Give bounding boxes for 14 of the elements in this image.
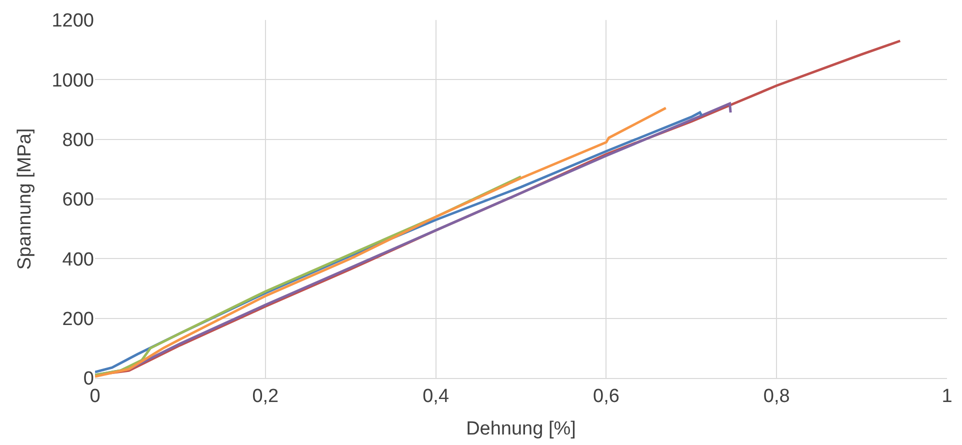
x-axis-title: Dehnung [%] bbox=[466, 418, 576, 440]
y-tick-label: 600 bbox=[62, 190, 94, 211]
y-tick-label: 800 bbox=[62, 130, 94, 151]
y-tick-label: 200 bbox=[62, 308, 94, 330]
y-axis-title: Spannung [MPa] bbox=[14, 128, 36, 270]
x-tick-label: 0,8 bbox=[763, 386, 790, 407]
x-tick-label: 0,6 bbox=[592, 386, 620, 407]
x-tick-label: 1 bbox=[942, 386, 952, 407]
y-tick-label: 1000 bbox=[52, 70, 94, 92]
x-tick-label: 0,2 bbox=[252, 386, 279, 407]
x-tick-label: 0,4 bbox=[422, 386, 450, 407]
y-tick-label: 1200 bbox=[52, 10, 94, 32]
y-tick-label: 0 bbox=[83, 368, 94, 390]
y-tick-label: 400 bbox=[62, 249, 94, 270]
